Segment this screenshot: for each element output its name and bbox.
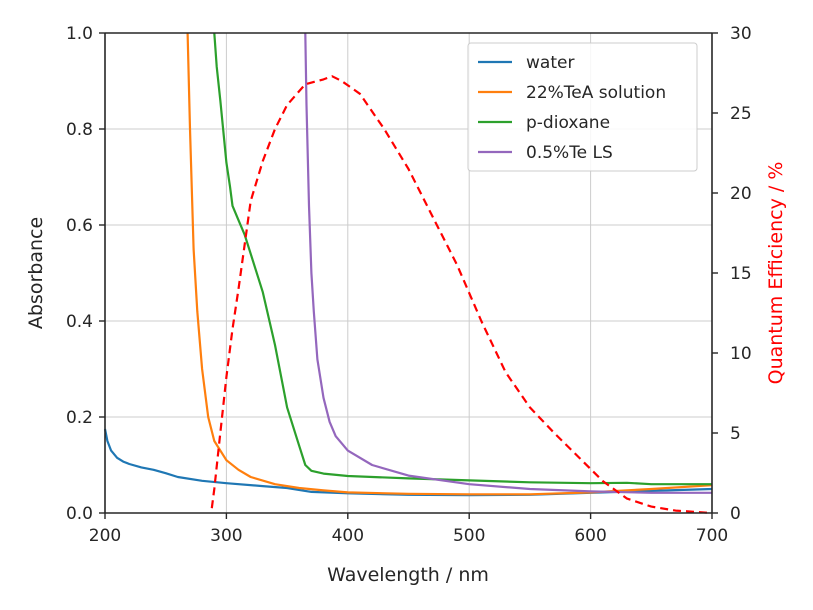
x-tick-label: 400 [332, 526, 364, 546]
ticks: 200 300 400 500 600 700 0.0 0.2 0.4 0.6 0.8 1.0 0 5 10… [66, 24, 752, 546]
series-line-2 [213, 32, 712, 486]
y2-tick-label: 25 [730, 104, 752, 124]
series-layer [103, 32, 713, 515]
x-tick-label: 600 [574, 526, 606, 546]
legend-label: water [526, 53, 574, 73]
y2-tick-label: 0 [730, 504, 741, 524]
y2-tick-label: 20 [730, 184, 752, 204]
y-tick-label: 0.2 [66, 408, 93, 428]
x-tick-label: 700 [696, 526, 728, 546]
series-line-1 [186, 32, 713, 496]
x-tick-label: 500 [453, 526, 485, 546]
y-tick-label: 0.8 [66, 120, 93, 140]
y2-tick-label: 15 [730, 264, 752, 284]
y-tick-label: 0.0 [66, 504, 93, 524]
y-tick-label: 1.0 [66, 24, 93, 44]
y2-tick-label: 10 [730, 344, 752, 364]
legend-label: 22%TeA solution [526, 83, 666, 103]
legend-label: 0.5%Te LS [526, 143, 613, 163]
legend-label: p-dioxane [526, 113, 610, 133]
x-tick-label: 300 [210, 526, 242, 546]
x-axis-label: Wavelength / nm [327, 564, 489, 586]
y-tick-label: 0.4 [66, 312, 93, 332]
legend-frame [467, 42, 698, 172]
series-line-4 [210, 75, 713, 515]
y2-tick-label: 5 [730, 424, 741, 444]
x-tick-label: 200 [89, 526, 121, 546]
y2-tick-label: 30 [730, 24, 752, 44]
legend: water 22%TeA solution p-dioxane 0.5%Te LS [467, 42, 698, 172]
series-line-3 [304, 32, 712, 494]
y2-axis-label: Quantum Efficiency / % [765, 162, 787, 385]
y-axis-label: Absorbance [25, 217, 47, 329]
y-tick-label: 0.6 [66, 216, 93, 236]
